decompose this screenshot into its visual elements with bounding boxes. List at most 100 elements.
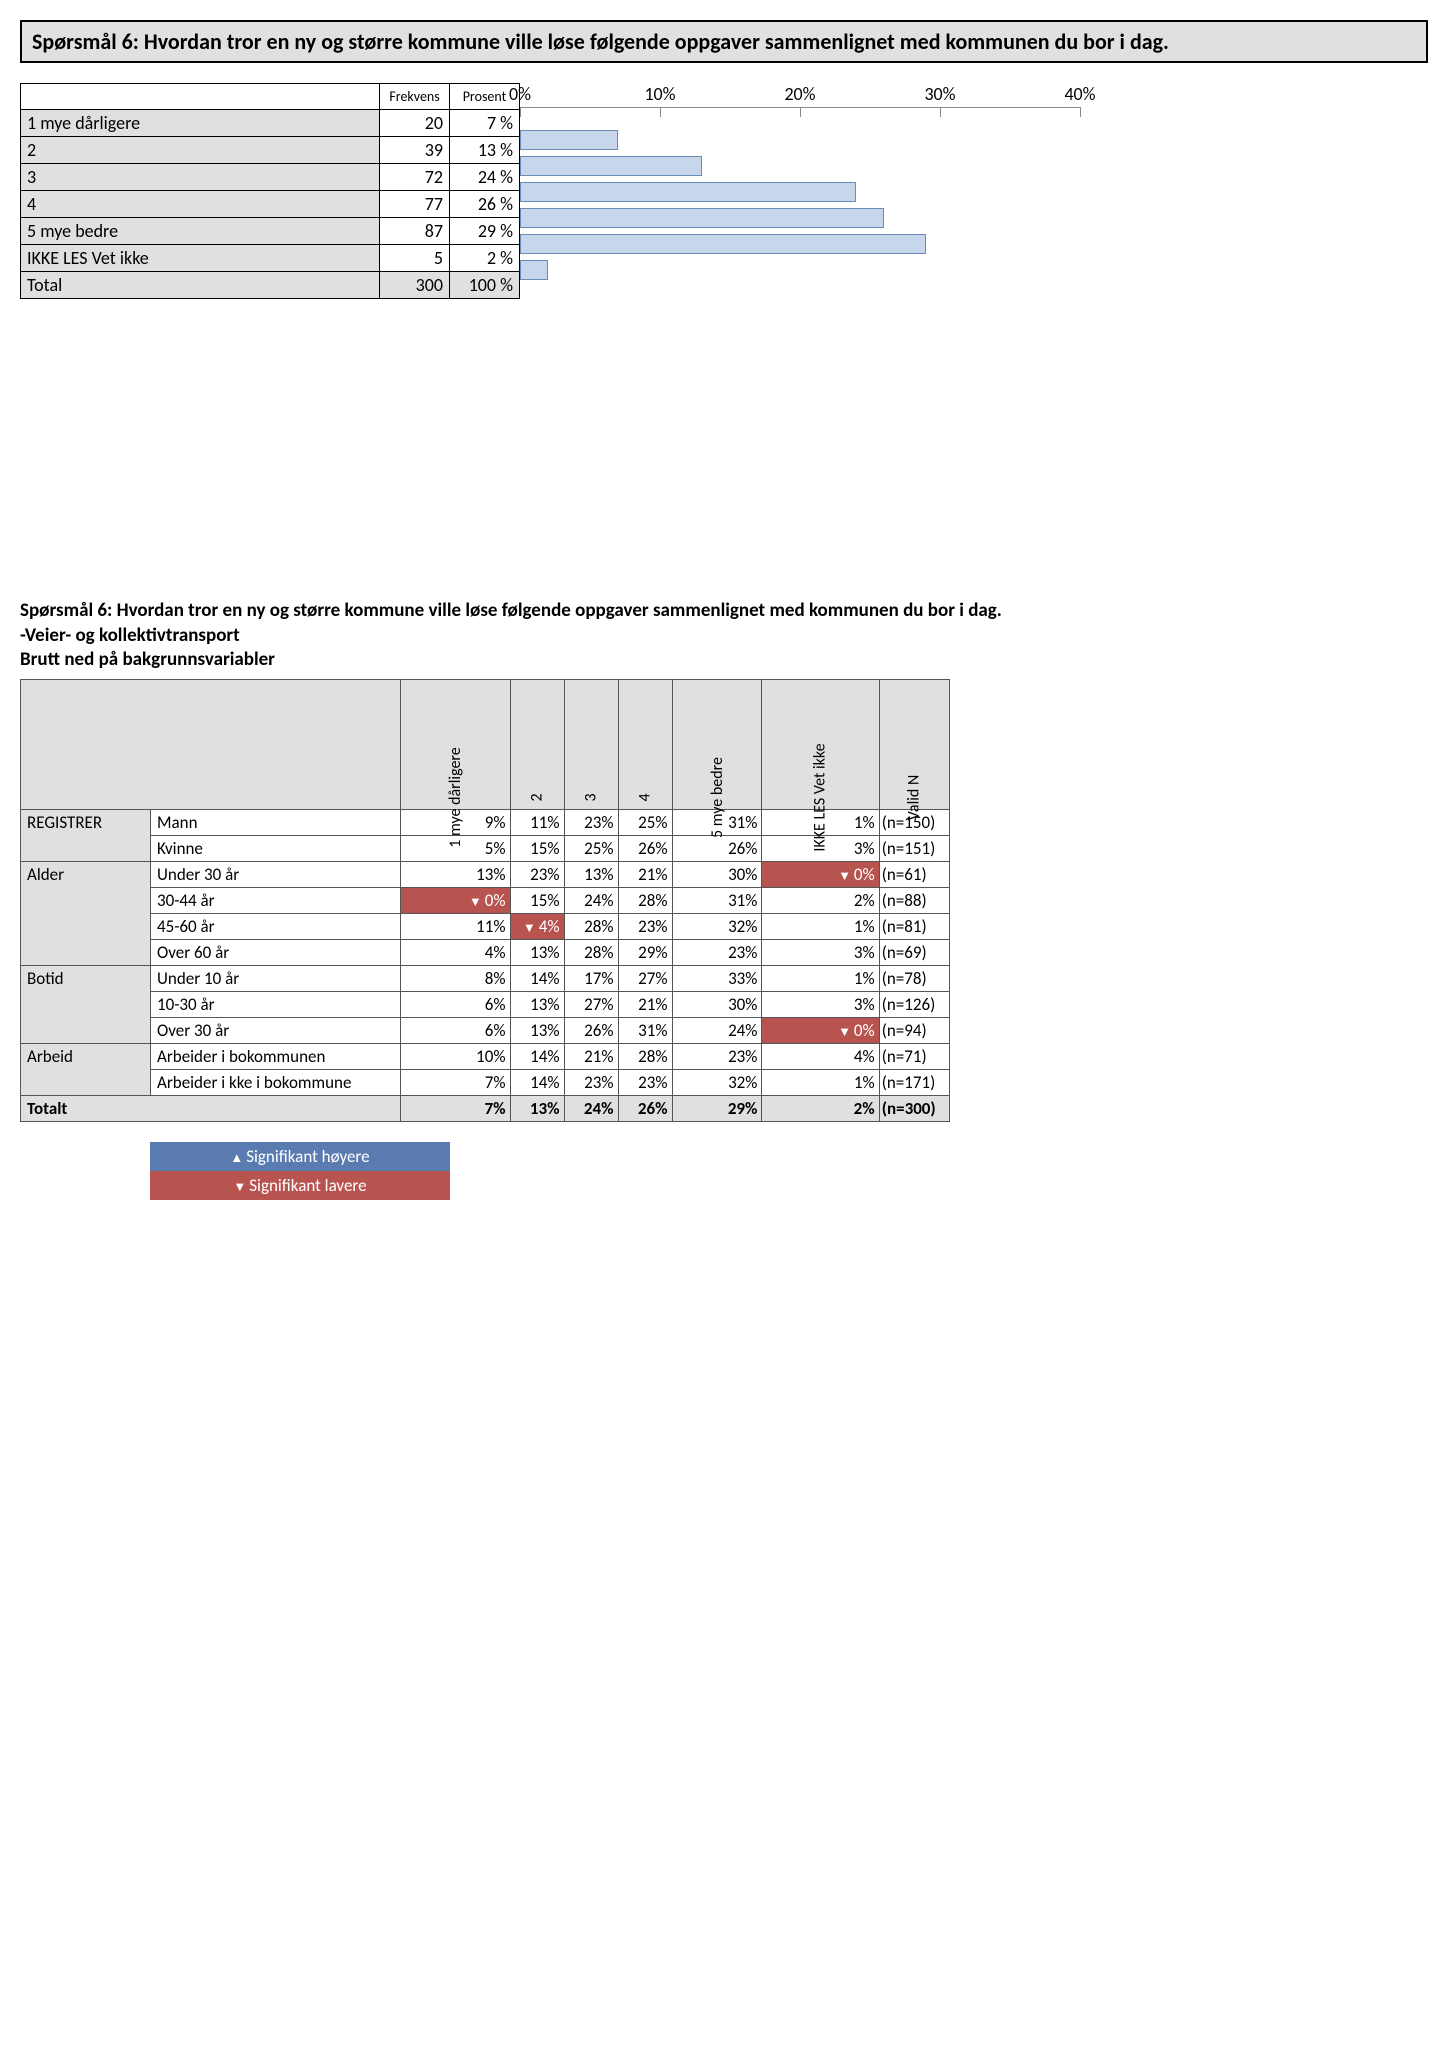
group-label: Alder bbox=[21, 862, 151, 966]
bar bbox=[520, 156, 702, 176]
subgroup-label: 45-60 år bbox=[151, 914, 401, 940]
cross-col-header: 2 bbox=[528, 794, 547, 802]
bar bbox=[520, 208, 884, 228]
cross-cell: 6% bbox=[401, 992, 511, 1018]
cross-cell: 23% bbox=[618, 1070, 672, 1096]
freq-value: 20 bbox=[380, 110, 450, 137]
cross-cell: 32% bbox=[672, 914, 762, 940]
question-title: Spørsmål 6: Hvordan tror en ny og større… bbox=[20, 20, 1428, 63]
subtitle-line: Brutt ned på bakgrunnsvariabler bbox=[20, 648, 1428, 673]
pct-value: 13 % bbox=[450, 137, 520, 164]
legend-high: Signifikant høyere bbox=[150, 1142, 450, 1171]
frequency-section: Frekvens Prosent 1 mye dårligere 20 7 %2… bbox=[20, 83, 1428, 299]
cross-cell: 26% bbox=[672, 836, 762, 862]
cross-cell: 0% bbox=[762, 1018, 879, 1044]
cross-cell: 24% bbox=[564, 888, 618, 914]
pct-value: 24 % bbox=[450, 164, 520, 191]
cross-cell: 13% bbox=[510, 940, 564, 966]
subgroup-label: Under 10 år bbox=[151, 966, 401, 992]
cross-cell: 15% bbox=[510, 836, 564, 862]
cross-cell: 21% bbox=[618, 992, 672, 1018]
freq-value: 77 bbox=[380, 191, 450, 218]
subgroup-label: Under 30 år bbox=[151, 862, 401, 888]
freq-row-label: 3 bbox=[21, 164, 380, 191]
cross-cell: 11% bbox=[510, 810, 564, 836]
col-frekvens: Frekvens bbox=[380, 84, 450, 110]
valid-n: (n=171) bbox=[879, 1070, 949, 1096]
subgroup-label: Arbeider i bokommunen bbox=[151, 1044, 401, 1070]
cross-total-cell: 2% bbox=[762, 1096, 879, 1122]
subgroup-label: 30-44 år bbox=[151, 888, 401, 914]
cross-cell: 2% bbox=[762, 888, 879, 914]
pct-value: 7 % bbox=[450, 110, 520, 137]
cross-cell: 1% bbox=[762, 966, 879, 992]
pct-value: 2 % bbox=[450, 245, 520, 272]
freq-value: 39 bbox=[380, 137, 450, 164]
cross-cell: 23% bbox=[564, 1070, 618, 1096]
cross-col-header: 3 bbox=[582, 794, 601, 802]
cross-cell: 23% bbox=[672, 940, 762, 966]
freq-row-label: 1 mye dårligere bbox=[21, 110, 380, 137]
axis-tick-label: 10% bbox=[644, 83, 675, 105]
cross-cell: 13% bbox=[510, 1018, 564, 1044]
cross-cell: 1% bbox=[762, 1070, 879, 1096]
cross-total-n: (n=300) bbox=[879, 1096, 949, 1122]
pct-value: 29 % bbox=[450, 218, 520, 245]
cross-col-header: 4 bbox=[636, 794, 655, 802]
cross-cell: 23% bbox=[618, 914, 672, 940]
freq-row-label: 5 mye bedre bbox=[21, 218, 380, 245]
cross-cell: 33% bbox=[672, 966, 762, 992]
cross-cell: 0% bbox=[762, 862, 879, 888]
subgroup-label: Over 30 år bbox=[151, 1018, 401, 1044]
cross-cell: 3% bbox=[762, 940, 879, 966]
bar bbox=[520, 234, 926, 254]
cross-cell: 28% bbox=[564, 914, 618, 940]
cross-cell: 4% bbox=[401, 940, 511, 966]
axis-tick-label: 30% bbox=[924, 83, 955, 105]
subgroup-label: Over 60 år bbox=[151, 940, 401, 966]
valid-n: (n=78) bbox=[879, 966, 949, 992]
bar bbox=[520, 182, 856, 202]
cross-cell: 13% bbox=[401, 862, 511, 888]
legend-low: Signifikant lavere bbox=[150, 1171, 450, 1200]
cross-cell: 15% bbox=[510, 888, 564, 914]
cross-cell: 6% bbox=[401, 1018, 511, 1044]
frequency-table: Frekvens Prosent 1 mye dårligere 20 7 %2… bbox=[20, 83, 520, 299]
cross-cell: 29% bbox=[618, 940, 672, 966]
cross-cell: 3% bbox=[762, 992, 879, 1018]
cross-cell: 23% bbox=[510, 862, 564, 888]
subgroup-label: Arbeider i kke i bokommune bbox=[151, 1070, 401, 1096]
crosstab-table: 1 mye dårligere2345 mye bedreIKKE LES Ve… bbox=[20, 679, 950, 1122]
freq-total: 300 bbox=[380, 272, 450, 299]
cross-cell: 7% bbox=[401, 1070, 511, 1096]
subgroup-label: 10-30 år bbox=[151, 992, 401, 1018]
cross-cell: 23% bbox=[564, 810, 618, 836]
cross-cell: 30% bbox=[672, 862, 762, 888]
cross-cell: 28% bbox=[618, 1044, 672, 1070]
cross-col-header: 5 mye bedre bbox=[707, 757, 726, 838]
cross-cell: 4% bbox=[510, 914, 564, 940]
subtitle-line: -Veier- og kollektivtransport bbox=[20, 624, 1428, 649]
cross-cell: 14% bbox=[510, 966, 564, 992]
cross-cell: 13% bbox=[510, 992, 564, 1018]
subtitle-line: Spørsmål 6: Hvordan tror en ny og større… bbox=[20, 599, 1428, 624]
cross-total-label: Totalt bbox=[21, 1096, 401, 1122]
group-label: REGISTRER bbox=[21, 810, 151, 862]
valid-n: (n=71) bbox=[879, 1044, 949, 1070]
group-label: Botid bbox=[21, 966, 151, 1044]
valid-n: (n=81) bbox=[879, 914, 949, 940]
cross-cell: 11% bbox=[401, 914, 511, 940]
cross-cell: 27% bbox=[564, 992, 618, 1018]
axis-tick-label: 20% bbox=[784, 83, 815, 105]
group-label: Arbeid bbox=[21, 1044, 151, 1096]
subgroup-label: Mann bbox=[151, 810, 401, 836]
valid-n: (n=61) bbox=[879, 862, 949, 888]
cross-total-cell: 26% bbox=[618, 1096, 672, 1122]
freq-value: 5 bbox=[380, 245, 450, 272]
freq-row-label: 2 bbox=[21, 137, 380, 164]
cross-cell: 31% bbox=[672, 888, 762, 914]
cross-cell: 1% bbox=[762, 914, 879, 940]
cross-cell: 25% bbox=[564, 836, 618, 862]
cross-cell: 25% bbox=[618, 810, 672, 836]
bar-chart: 0%10%20%30%40% bbox=[520, 83, 1428, 283]
